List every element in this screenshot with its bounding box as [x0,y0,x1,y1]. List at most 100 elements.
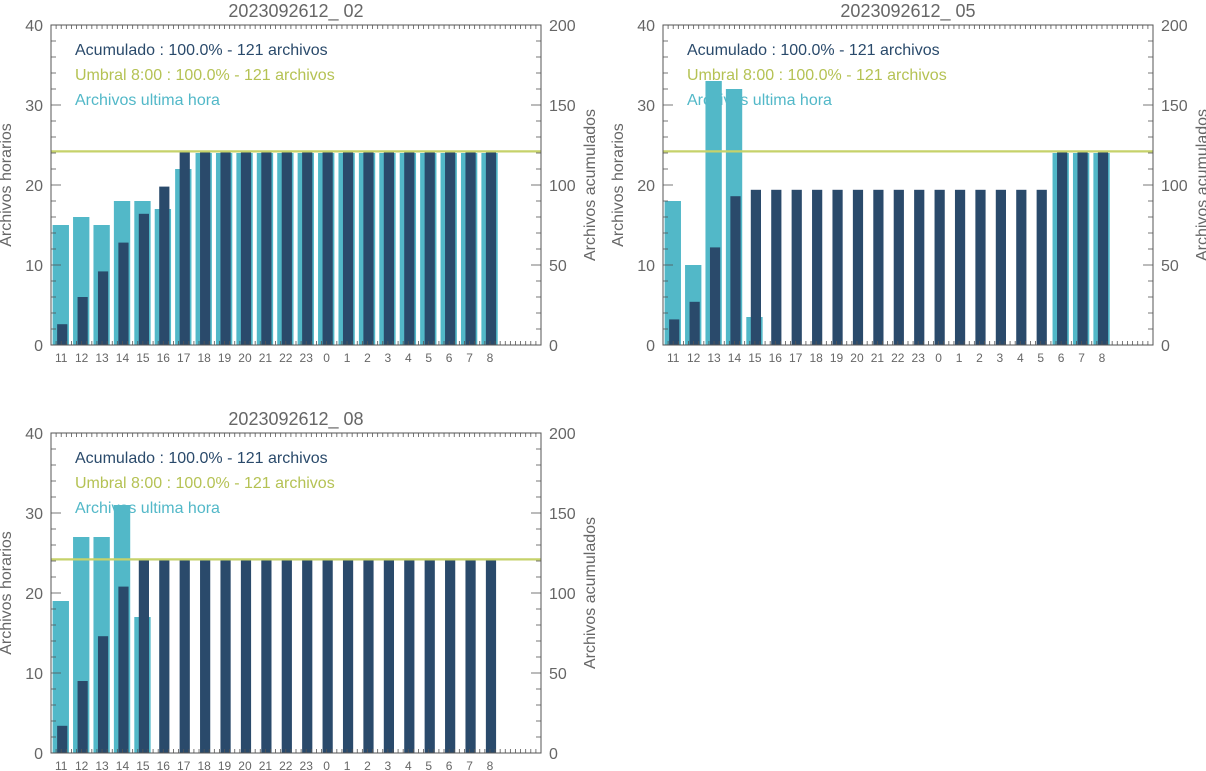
right-y-tick-label: 0 [549,746,558,763]
accumulated-bar [852,189,864,345]
x-tick-label: 21 [259,351,273,365]
x-tick-label: 22 [891,351,905,365]
x-tick-label: 6 [446,759,453,771]
accumulated-bar [240,559,252,753]
x-tick-label: 3 [997,351,1004,365]
x-tick-label: 1 [344,351,351,365]
x-tick-label: 21 [259,759,273,771]
x-tick-label: 4 [405,351,412,365]
x-tick-label: 23 [300,351,314,365]
accumulated-bar [57,324,68,345]
left-y-tick-label: 30 [25,98,43,115]
accumulated-bar [1057,151,1068,345]
accumulated-bar [138,559,149,753]
x-tick-label: 2 [364,351,371,365]
accumulated-bar [342,559,354,753]
left-y-tick-label: 10 [637,258,655,275]
left-axis-label: Archivos horarios [0,123,15,247]
accumulated-bar [383,559,394,753]
accumulated-bar [281,151,292,345]
right-y-tick-label: 50 [1161,258,1179,275]
accumulated-bar [200,151,211,345]
right-y-tick-label: 150 [1161,98,1188,115]
x-tick-label: 3 [385,351,392,365]
x-tick-label: 4 [1017,351,1024,365]
accumulated-bar [1036,189,1047,345]
chart-title: 2023092612_ 02 [228,1,363,22]
right-axis-label: Archivos acumulados [582,517,599,669]
right-y-tick-label: 100 [549,178,576,195]
x-tick-label: 8 [487,759,494,771]
x-tick-label: 14 [116,759,130,771]
x-tick-label: 19 [830,351,844,365]
x-tick-label: 23 [300,759,314,771]
x-tick-label: 2 [364,759,371,771]
accumulated-bar [118,242,129,345]
x-tick-label: 14 [116,351,130,365]
right-y-tick-label: 150 [549,98,576,115]
accumulated-bar [445,559,456,753]
accumulated-bar [445,151,456,345]
x-tick-label: 17 [177,759,191,771]
accumulated-bar [220,151,231,345]
x-tick-label: 21 [871,351,885,365]
x-tick-label: 5 [425,351,432,365]
accumulated-bar [77,297,88,345]
x-tick-label: 6 [446,351,453,365]
x-tick-label: 12 [687,351,701,365]
x-tick-label: 12 [75,351,89,365]
x-tick-label: 2 [976,351,983,365]
x-tick-label: 19 [218,351,232,365]
x-tick-label: 18 [197,759,211,771]
accumulated-bar [404,151,415,345]
accumulated-bar [873,189,884,345]
left-y-tick-label: 10 [25,666,43,683]
left-y-tick-label: 10 [25,258,43,275]
right-y-tick-label: 100 [549,586,576,603]
accumulated-bar [57,725,68,753]
accumulated-bar [832,189,843,345]
accumulated-bar [934,189,945,345]
accumulated-bar [363,559,374,753]
x-tick-label: 17 [789,351,803,365]
x-tick-label: 0 [323,351,330,365]
x-tick-label: 19 [218,759,232,771]
legend-entry: Umbral 8:00 : 100.0% - 121 archivos [687,67,947,84]
accumulated-bar [730,196,741,345]
x-tick-label: 13 [95,351,109,365]
accumulated-bar [812,189,823,345]
accumulated-bar [771,189,782,345]
accumulated-bar [159,559,170,753]
accumulated-bar [322,151,333,345]
legend-entry: Archivos ultima hora [75,500,220,517]
x-tick-label: 1 [344,759,351,771]
right-y-tick-label: 0 [1161,338,1170,355]
x-tick-label: 4 [405,759,412,771]
accumulated-bar [424,151,435,345]
accumulated-bar [1077,151,1088,345]
accumulated-bar [179,559,190,753]
accumulated-bar [954,189,966,345]
left-y-tick-label: 20 [637,178,655,195]
x-tick-label: 18 [809,351,823,365]
right-y-tick-label: 150 [549,506,576,523]
right-y-tick-label: 50 [549,258,567,275]
accumulated-bar [179,151,190,345]
accumulated-bar [322,559,333,753]
accumulated-bar [791,189,802,345]
x-tick-label: 13 [707,351,721,365]
accumulated-bar [485,151,497,345]
right-y-tick-label: 100 [1161,178,1188,195]
accumulated-bar [138,213,149,345]
x-tick-label: 16 [157,351,171,365]
accumulated-bar [220,559,231,753]
right-y-tick-label: 0 [549,338,558,355]
right-axis-label: Archivos acumulados [1194,109,1206,261]
left-y-tick-label: 40 [25,18,43,35]
left-y-tick-label: 20 [25,586,43,603]
accumulated-bar [383,151,394,345]
accumulated-bar [424,559,435,753]
accumulated-bar [261,559,272,753]
